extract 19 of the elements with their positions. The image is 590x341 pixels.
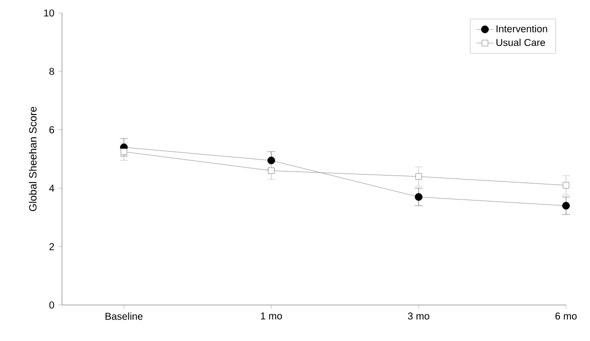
legend-label: Usual Care [496,38,546,46]
x-tick-label: 6 mo [555,312,577,320]
point [562,182,570,189]
point [562,202,570,210]
y-tick-label: 8 [49,68,54,75]
point [415,173,422,180]
y-tick-label: 4 [49,184,54,192]
legend-label: Intervention [496,25,548,32]
x-tick-label: 1 mo [260,312,282,320]
point [267,156,276,164]
y-tick-label: 10 [44,9,54,17]
x-tick-label: Baseline [106,312,143,320]
x-tick-label: 3 mo [408,312,430,320]
y-axis-title: Global Sheehan Score [28,106,37,212]
point [414,193,422,201]
y-tick-label: 6 [49,126,54,134]
point [268,167,275,174]
y-tick-label: 0 [49,301,54,309]
y-tick-label: 2 [49,243,54,250]
